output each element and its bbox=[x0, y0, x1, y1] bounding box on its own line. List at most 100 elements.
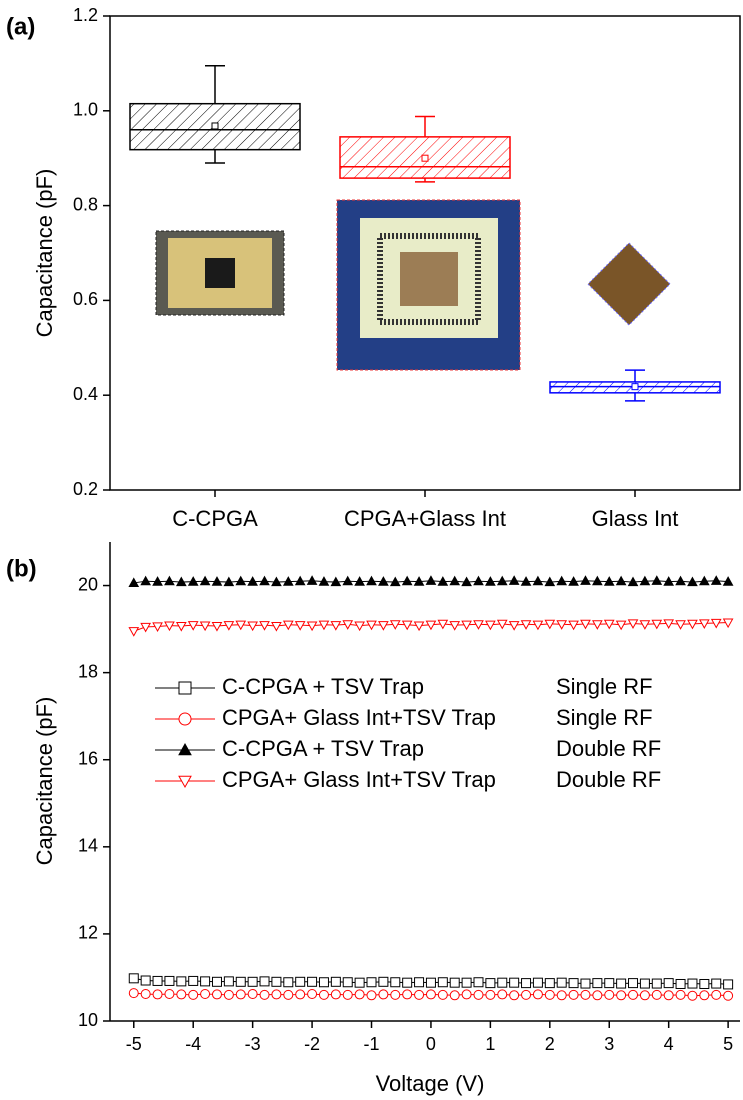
panel-label: (a) bbox=[6, 13, 35, 40]
marker bbox=[497, 977, 508, 988]
x-tick-label: C-CPGA bbox=[172, 506, 258, 531]
x-tick-label: -1 bbox=[364, 1034, 380, 1054]
marker bbox=[521, 978, 532, 989]
marker bbox=[152, 975, 163, 986]
marker bbox=[544, 576, 556, 587]
marker bbox=[211, 576, 223, 586]
marker bbox=[200, 989, 211, 1000]
y-tick-label: 0.8 bbox=[73, 194, 98, 214]
marker bbox=[425, 575, 437, 585]
marker bbox=[698, 619, 710, 629]
marker bbox=[628, 989, 639, 1000]
marker bbox=[378, 976, 389, 987]
marker bbox=[710, 618, 722, 629]
marker bbox=[651, 989, 662, 1000]
marker bbox=[544, 989, 555, 1000]
marker bbox=[592, 978, 603, 989]
marker bbox=[508, 621, 520, 631]
marker bbox=[698, 575, 710, 586]
marker bbox=[699, 978, 710, 989]
marker bbox=[628, 978, 639, 989]
marker bbox=[223, 976, 234, 987]
marker bbox=[164, 989, 175, 1000]
marker bbox=[306, 621, 318, 632]
y-tick-label: 0.6 bbox=[73, 289, 98, 309]
marker bbox=[259, 575, 270, 586]
legend-marker bbox=[178, 742, 192, 756]
legend-marker bbox=[178, 681, 192, 695]
x-tick-label: Glass Int bbox=[592, 506, 679, 531]
marker bbox=[425, 989, 436, 1000]
legend-marker bbox=[178, 712, 192, 726]
marker bbox=[164, 621, 175, 632]
marker bbox=[211, 989, 222, 1000]
marker bbox=[271, 621, 282, 632]
marker bbox=[294, 575, 306, 586]
marker bbox=[425, 620, 437, 631]
marker bbox=[342, 620, 354, 630]
marker bbox=[722, 618, 734, 629]
marker bbox=[247, 576, 258, 586]
marker bbox=[140, 975, 151, 986]
marker bbox=[532, 989, 543, 1000]
marker bbox=[580, 619, 591, 630]
marker bbox=[259, 976, 270, 987]
marker bbox=[128, 988, 139, 999]
marker bbox=[496, 575, 508, 586]
marker bbox=[354, 576, 365, 586]
marker bbox=[235, 575, 247, 586]
marker bbox=[723, 990, 734, 1001]
y-tick-label: 18 bbox=[78, 661, 98, 681]
marker bbox=[235, 620, 247, 631]
marker bbox=[508, 575, 520, 585]
marker bbox=[330, 989, 341, 1000]
marker bbox=[639, 990, 650, 1001]
marker bbox=[140, 575, 152, 586]
marker bbox=[710, 575, 722, 585]
marker bbox=[187, 576, 199, 586]
marker bbox=[449, 990, 460, 1001]
marker bbox=[390, 989, 401, 1000]
y-tick-label: 1.2 bbox=[73, 5, 98, 25]
marker bbox=[592, 990, 603, 1001]
marker bbox=[307, 976, 318, 987]
marker bbox=[687, 990, 698, 1001]
x-tick-label: 5 bbox=[723, 1034, 733, 1054]
legend-label: C-CPGA + TSV Trap bbox=[222, 736, 424, 761]
marker bbox=[437, 977, 448, 988]
marker bbox=[437, 989, 448, 1000]
marker bbox=[485, 620, 496, 631]
marker bbox=[520, 620, 532, 630]
marker bbox=[521, 989, 532, 1000]
marker bbox=[627, 576, 639, 587]
marker bbox=[556, 990, 567, 1001]
x-tick-label: 3 bbox=[604, 1034, 614, 1054]
marker bbox=[497, 989, 508, 1000]
marker bbox=[485, 576, 496, 586]
marker bbox=[282, 576, 294, 586]
marker bbox=[318, 576, 330, 586]
marker bbox=[675, 620, 686, 630]
marker bbox=[722, 576, 734, 586]
legend-rf: Double RF bbox=[556, 767, 661, 792]
marker bbox=[342, 977, 353, 988]
marker bbox=[616, 990, 627, 1001]
marker bbox=[318, 977, 329, 988]
legend-label: CPGA+ Glass Int+TSV Trap bbox=[222, 705, 496, 730]
marker bbox=[295, 976, 306, 987]
x-tick-label: -5 bbox=[126, 1034, 142, 1054]
marker bbox=[592, 575, 603, 586]
marker bbox=[603, 576, 615, 586]
legend-marker bbox=[178, 775, 192, 789]
marker bbox=[378, 576, 389, 586]
marker bbox=[651, 619, 663, 630]
marker bbox=[568, 576, 579, 586]
marker bbox=[389, 620, 401, 630]
marker bbox=[199, 575, 211, 586]
marker bbox=[235, 976, 246, 987]
marker bbox=[568, 978, 579, 989]
marker bbox=[544, 619, 556, 630]
marker bbox=[473, 620, 484, 630]
marker bbox=[568, 620, 579, 631]
marker bbox=[437, 619, 449, 630]
